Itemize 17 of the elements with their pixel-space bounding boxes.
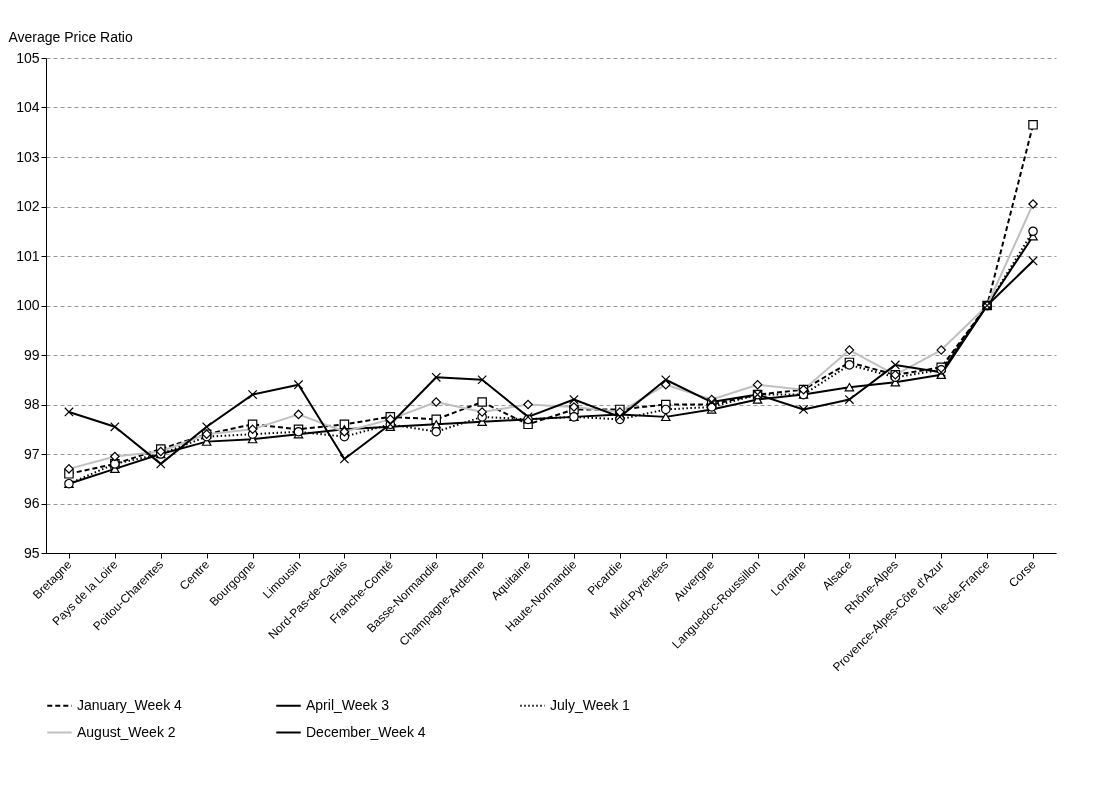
y-tick-label: 97 [23,445,40,462]
y-axis-title: Average Price Ratio [8,28,133,45]
y-tick-label: 101 [16,247,40,264]
y-tick-label: 103 [16,148,40,165]
y-tick-label: 105 [16,49,40,66]
legend-label: July_Week 1 [550,696,631,713]
y-tick-label: 100 [16,297,40,313]
y-tick-label: 104 [16,99,40,115]
legend-label: January_Week 4 [77,696,183,713]
legend-label: April_Week 3 [306,696,390,713]
legend-label: December_Week 4 [306,723,426,740]
legend-label: August_Week 2 [77,723,176,740]
y-tick-label: 96 [23,495,40,511]
y-tick-label: 98 [23,396,40,412]
y-tick-label: 102 [16,198,40,214]
y-tick-label: 99 [23,346,40,363]
y-tick-label: 95 [23,544,40,561]
